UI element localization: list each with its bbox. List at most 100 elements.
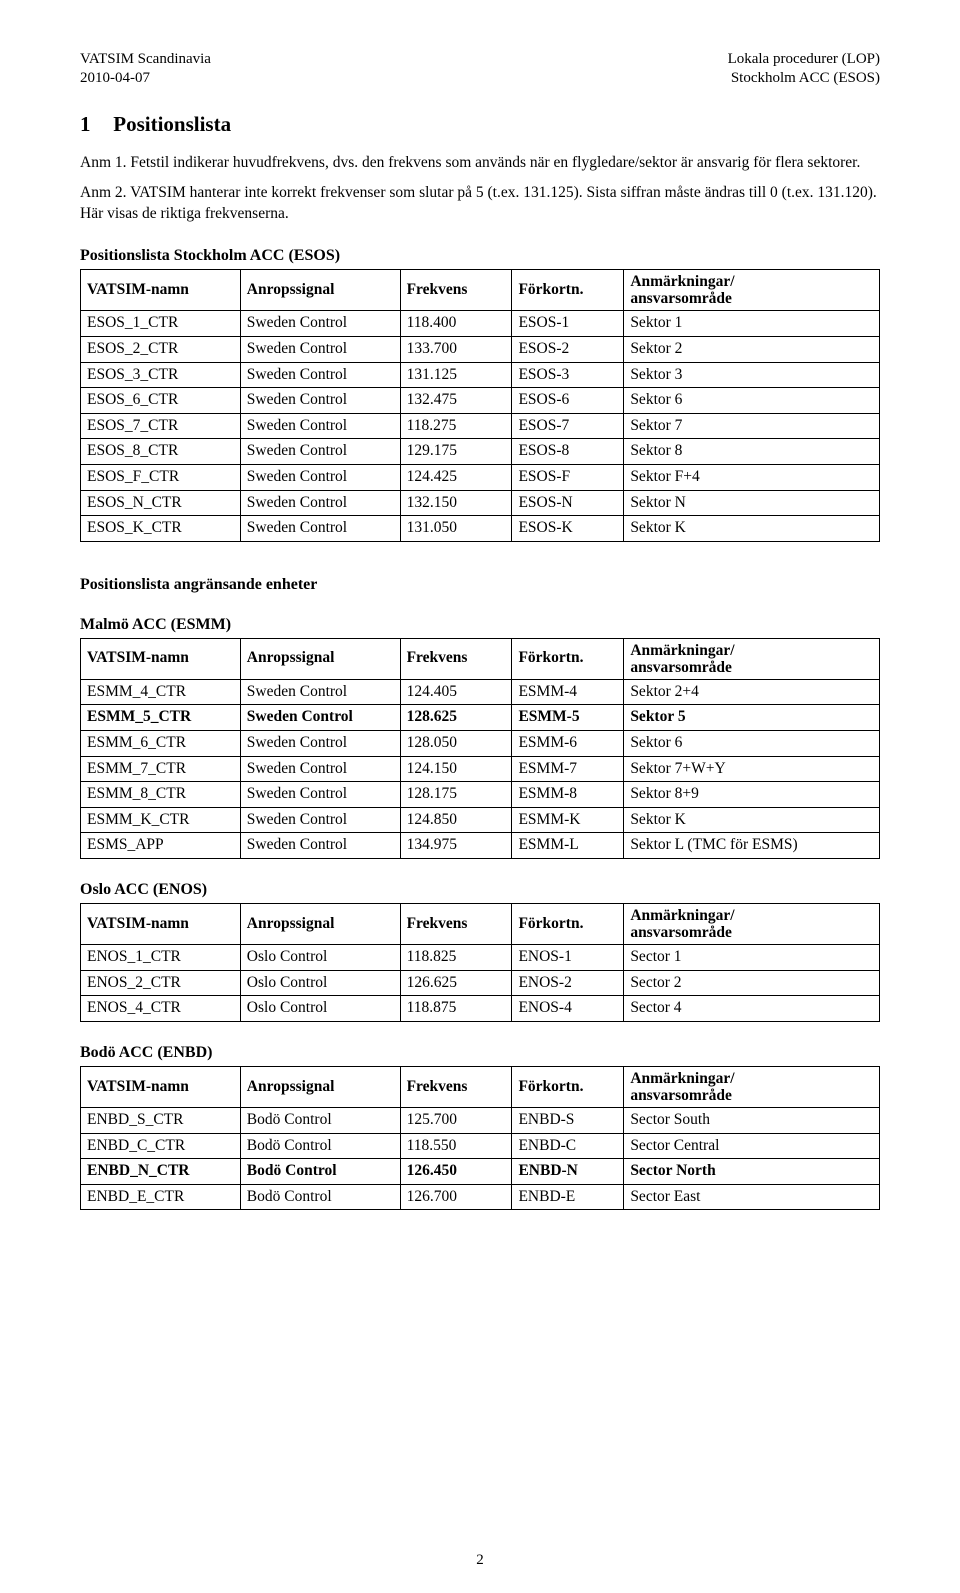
th-abbr: Förkortn.: [512, 1066, 624, 1107]
table-cell: Sweden Control: [240, 833, 400, 859]
page-header: VATSIM Scandinavia 2010-04-07 Lokala pro…: [80, 50, 880, 88]
table-cell: ESMM_6_CTR: [81, 730, 241, 756]
table-cell: Sector North: [624, 1159, 880, 1185]
header-left: VATSIM Scandinavia 2010-04-07: [80, 50, 211, 88]
block-title-enbd: Bodö ACC (ENBD): [80, 1044, 880, 1062]
block-title-enos: Oslo ACC (ENOS): [80, 881, 880, 899]
table-cell: ESOS_N_CTR: [81, 490, 241, 516]
table-row: ESMM_6_CTRSweden Control128.050ESMM-6Sek…: [81, 730, 880, 756]
table-cell: 126.450: [400, 1159, 512, 1185]
table-row: ESMM_4_CTRSweden Control124.405ESMM-4Sek…: [81, 679, 880, 705]
table-cell: Sector 4: [624, 996, 880, 1022]
th-note-l1: Anmärkningar/: [630, 1070, 734, 1087]
table-cell: Sektor K: [624, 516, 880, 542]
note-1: Anm 1. Fetstil indikerar huvudfrekvens, …: [80, 153, 880, 174]
table-cell: Oslo Control: [240, 945, 400, 971]
table-row: ESOS_N_CTRSweden Control132.150ESOS-NSek…: [81, 490, 880, 516]
table-cell: Sector South: [624, 1107, 880, 1133]
table-cell: 128.050: [400, 730, 512, 756]
table-cell: ESOS-2: [512, 336, 624, 362]
table-body-enos: ENOS_1_CTROslo Control118.825ENOS-1Secto…: [81, 945, 880, 1022]
table-cell: ESMM_4_CTR: [81, 679, 241, 705]
page: VATSIM Scandinavia 2010-04-07 Lokala pro…: [0, 0, 960, 1593]
table-cell: ESMS_APP: [81, 833, 241, 859]
table-cell: Sector East: [624, 1184, 880, 1210]
table-cell: Sektor 3: [624, 362, 880, 388]
table-cell: Sweden Control: [240, 362, 400, 388]
th-call: Anropssignal: [240, 270, 400, 311]
table-cell: Sweden Control: [240, 490, 400, 516]
th-name: VATSIM-namn: [81, 638, 241, 679]
table-cell: Sweden Control: [240, 756, 400, 782]
adjacent-title: Positionslista angränsande enheter: [80, 576, 880, 594]
th-note-l1: Anmärkningar/: [630, 273, 734, 290]
table-cell: Sektor 2: [624, 336, 880, 362]
table-row: ESOS_2_CTRSweden Control133.700ESOS-2Sek…: [81, 336, 880, 362]
table-row: ESMM_K_CTRSweden Control124.850ESMM-KSek…: [81, 807, 880, 833]
th-note-l1: Anmärkningar/: [630, 907, 734, 924]
table-cell: ENBD-S: [512, 1107, 624, 1133]
table-cell: ESOS_1_CTR: [81, 311, 241, 337]
table-cell: ENBD_S_CTR: [81, 1107, 241, 1133]
table-row: ENOS_4_CTROslo Control118.875ENOS-4Secto…: [81, 996, 880, 1022]
table-cell: ESOS-N: [512, 490, 624, 516]
table-head: VATSIM-namn Anropssignal Frekvens Förkor…: [81, 638, 880, 679]
table-cell: 118.875: [400, 996, 512, 1022]
th-name: VATSIM-namn: [81, 903, 241, 944]
table-head: VATSIM-namn Anropssignal Frekvens Förkor…: [81, 903, 880, 944]
table-cell: Sektor F+4: [624, 464, 880, 490]
table-cell: ESMM-8: [512, 782, 624, 808]
table-cell: ESOS_3_CTR: [81, 362, 241, 388]
th-call: Anropssignal: [240, 1066, 400, 1107]
table-cell: 128.175: [400, 782, 512, 808]
table-row: ESMM_8_CTRSweden Control128.175ESMM-8Sek…: [81, 782, 880, 808]
th-note-l1: Anmärkningar/: [630, 642, 734, 659]
table-cell: 131.050: [400, 516, 512, 542]
table-cell: Sektor 6: [624, 388, 880, 414]
table-cell: ESMM_K_CTR: [81, 807, 241, 833]
table-cell: ESOS_8_CTR: [81, 439, 241, 465]
table-cell: 124.150: [400, 756, 512, 782]
table-row: ESOS_F_CTRSweden Control124.425ESOS-FSek…: [81, 464, 880, 490]
table-cell: ESOS_6_CTR: [81, 388, 241, 414]
block-title-esos: Positionslista Stockholm ACC (ESOS): [80, 247, 880, 265]
table-cell: ENOS-4: [512, 996, 624, 1022]
table-cell: Bodö Control: [240, 1184, 400, 1210]
table-cell: 118.275: [400, 413, 512, 439]
table-cell: 132.475: [400, 388, 512, 414]
th-note-l2: ansvarsområde: [630, 659, 732, 676]
table-cell: 128.625: [400, 705, 512, 731]
page-number: 2: [0, 1552, 960, 1569]
table-row: ENBD_S_CTRBodö Control125.700ENBD-SSecto…: [81, 1107, 880, 1133]
table-esos: VATSIM-namn Anropssignal Frekvens Förkor…: [80, 269, 880, 541]
table-cell: Sweden Control: [240, 311, 400, 337]
table-enos: VATSIM-namn Anropssignal Frekvens Förkor…: [80, 903, 880, 1022]
table-body-esmm: ESMM_4_CTRSweden Control124.405ESMM-4Sek…: [81, 679, 880, 858]
th-freq: Frekvens: [400, 638, 512, 679]
table-row: ESMS_APPSweden Control134.975ESMM-LSekto…: [81, 833, 880, 859]
table-cell: 126.700: [400, 1184, 512, 1210]
table-cell: Sweden Control: [240, 730, 400, 756]
th-note-l2: ansvarsområde: [630, 924, 732, 941]
table-cell: 118.825: [400, 945, 512, 971]
table-cell: ENBD_E_CTR: [81, 1184, 241, 1210]
table-cell: Sektor 6: [624, 730, 880, 756]
table-row: ENBD_C_CTRBodö Control118.550ENBD-CSecto…: [81, 1133, 880, 1159]
table-body-enbd: ENBD_S_CTRBodö Control125.700ENBD-SSecto…: [81, 1107, 880, 1209]
table-cell: Sweden Control: [240, 336, 400, 362]
table-cell: ENBD-C: [512, 1133, 624, 1159]
table-cell: ENBD_C_CTR: [81, 1133, 241, 1159]
table-enbd: VATSIM-namn Anropssignal Frekvens Förkor…: [80, 1066, 880, 1210]
table-cell: 132.150: [400, 490, 512, 516]
table-cell: Sweden Control: [240, 516, 400, 542]
table-cell: ESOS_F_CTR: [81, 464, 241, 490]
th-abbr: Förkortn.: [512, 638, 624, 679]
table-cell: ESMM-7: [512, 756, 624, 782]
table-cell: ESOS-6: [512, 388, 624, 414]
table-row: ESOS_7_CTRSweden Control118.275ESOS-7Sek…: [81, 413, 880, 439]
table-cell: ENOS-2: [512, 970, 624, 996]
th-name: VATSIM-namn: [81, 270, 241, 311]
table-cell: ESOS-8: [512, 439, 624, 465]
table-cell: 118.400: [400, 311, 512, 337]
table-cell: ENBD-N: [512, 1159, 624, 1185]
